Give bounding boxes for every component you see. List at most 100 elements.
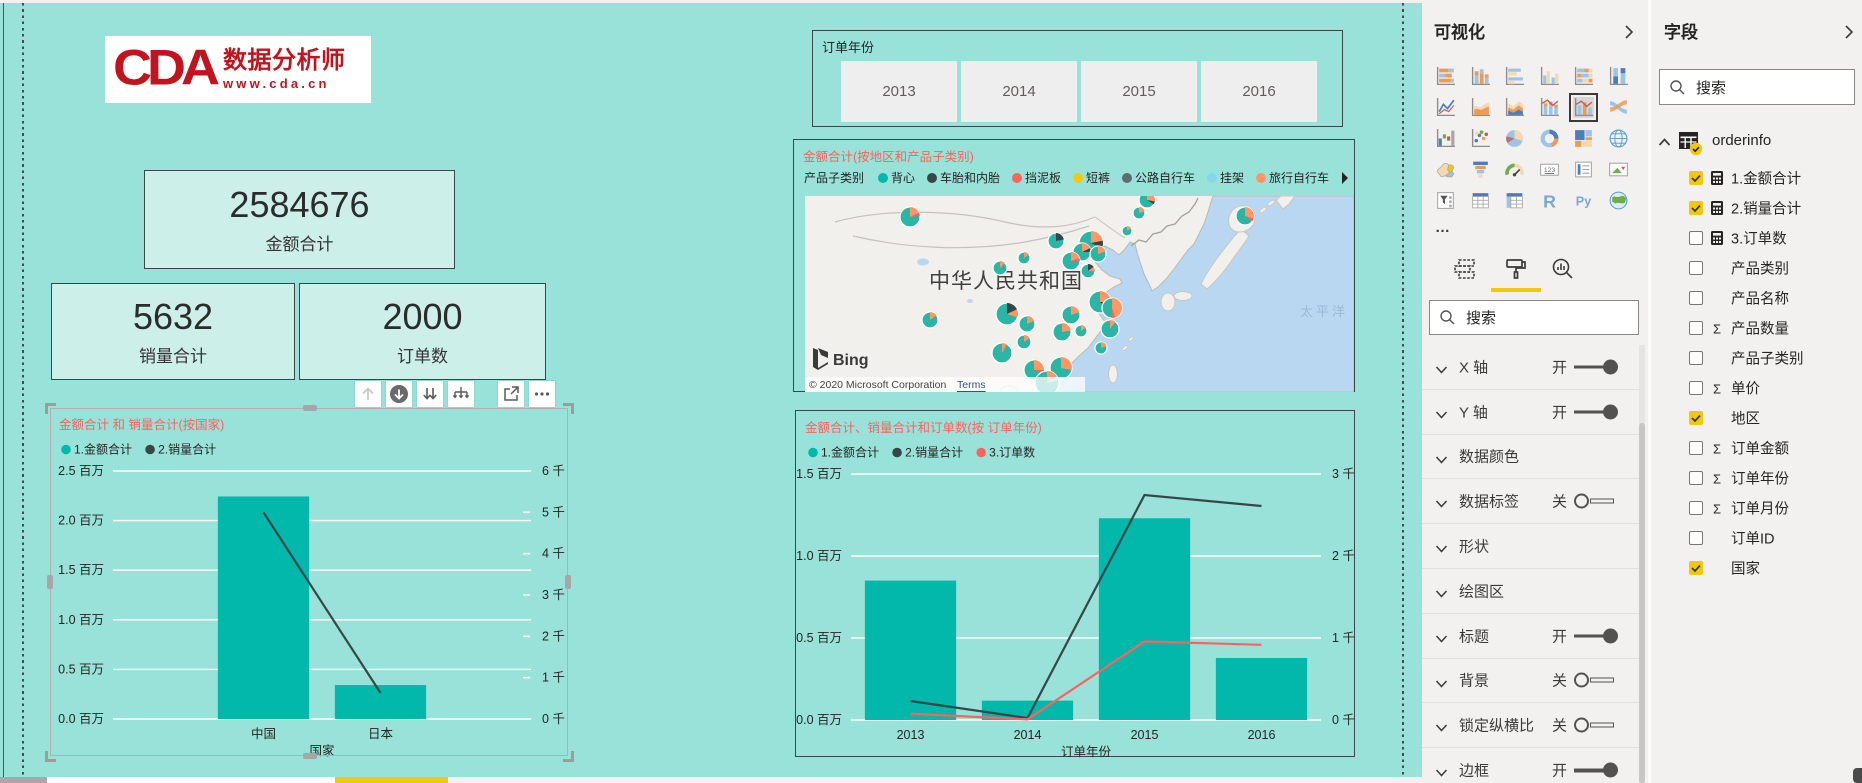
- visual-type-arcgis-map-icon[interactable]: [1608, 190, 1629, 211]
- expand-next-level-icon[interactable]: [448, 381, 474, 407]
- focus-mode-icon[interactable]: [498, 381, 524, 407]
- visual-type-area-chart-icon[interactable]: [1470, 97, 1491, 118]
- visual-type-slicer-icon[interactable]: [1435, 190, 1456, 211]
- chevron-down-icon[interactable]: [1435, 631, 1448, 649]
- field-label[interactable]: 产品数量: [1731, 321, 1789, 338]
- arrow-up-icon[interactable]: [355, 381, 381, 407]
- collapse-fields-icon[interactable]: [1843, 24, 1855, 45]
- resize-handle-bottom[interactable]: [303, 753, 317, 759]
- format-section-数据颜色[interactable]: 数据颜色: [1422, 435, 1640, 480]
- country-combo-plot[interactable]: 0.0 百万 0.5 百万 1.0 百万 1.5 百万 2.0 百万 2.5 百万 0 千 1…: [50, 408, 570, 759]
- map-legend-车胎和内胎[interactable]: 车胎和内胎: [940, 170, 1000, 185]
- resize-handle-left[interactable]: [47, 575, 53, 589]
- chevron-down-icon[interactable]: [1435, 676, 1448, 694]
- chevron-down-icon[interactable]: [1435, 720, 1448, 738]
- format-section-数据标签[interactable]: 数据标签 关: [1422, 479, 1640, 525]
- toggle-标题[interactable]: [1574, 628, 1618, 644]
- field-label[interactable]: 订单ID: [1731, 531, 1775, 548]
- pane-tab-format[interactable]: [1501, 254, 1531, 284]
- more-visuals-ellipsis[interactable]: …: [1435, 219, 1452, 236]
- visual-type-stacked-column-chart-icon[interactable]: [1470, 66, 1491, 87]
- chevron-down-icon[interactable]: [1435, 586, 1448, 604]
- more-options-icon[interactable]: [529, 381, 555, 407]
- field-label[interactable]: 2.销量合计: [1731, 201, 1802, 218]
- toggle-边框[interactable]: [1574, 762, 1618, 778]
- field-row-订单年份[interactable]: Σ 订单年份: [1651, 463, 1862, 493]
- visual-type-scatter-chart-icon[interactable]: [1470, 128, 1491, 149]
- visual-type-multi-row-card-icon[interactable]: [1573, 159, 1594, 180]
- page-tab-strip[interactable]: [0, 777, 1422, 783]
- tab-strip-active-page[interactable]: [335, 777, 448, 783]
- table-orderinfo-row[interactable]: orderinfo: [1651, 128, 1862, 156]
- field-checkbox-单价[interactable]: [1689, 381, 1703, 395]
- country-combo-legend-2.销量合计[interactable]: 2.销量合计: [158, 442, 216, 457]
- visual-type-gauge-icon[interactable]: [1504, 159, 1525, 180]
- year-combo-bar-2013[interactable]: [864, 580, 957, 720]
- map-legend-挂架[interactable]: 挂架: [1220, 171, 1244, 185]
- go-to-next-level-icon[interactable]: [417, 381, 443, 407]
- field-checkbox-1.金额合计[interactable]: [1689, 171, 1703, 185]
- slicer-option-2013[interactable]: 2013: [841, 61, 957, 122]
- field-label[interactable]: 产品名称: [1731, 291, 1789, 308]
- bing-map[interactable]: 中华人民共和国 太平洋 Bing © 2020 Microsoft Corporati…: [805, 196, 1354, 392]
- year-combo-plot[interactable]: 0.0 百万 0.5 百万 1.0 百万 1.5 百万 0 千 1 千 2 千 3 千 2013…: [796, 411, 1356, 759]
- field-checkbox-订单年份[interactable]: [1689, 471, 1703, 485]
- card-amount-total[interactable]: 2584676 金额合计: [144, 170, 455, 269]
- field-checkbox-3.订单数[interactable]: [1689, 231, 1703, 245]
- format-section-边框[interactable]: 边框 开: [1422, 748, 1640, 783]
- format-section-Y 轴[interactable]: Y 轴开: [1422, 390, 1640, 435]
- visual-type-r-script-icon[interactable]: R: [1539, 190, 1560, 212]
- format-section-背景[interactable]: 背景 关: [1422, 659, 1640, 704]
- visual-type-line-clustered-column-chart-icon[interactable]: [1569, 93, 1599, 122]
- slicer-order-year[interactable]: 订单年份 2013 2014 2015 2016: [812, 30, 1343, 127]
- format-section-形状[interactable]: 形状: [1422, 524, 1640, 569]
- visual-type-filled-map-icon[interactable]: [1435, 159, 1456, 180]
- resize-handle-right[interactable]: [565, 575, 571, 589]
- field-row-订单月份[interactable]: Σ 订单月份: [1651, 493, 1862, 523]
- visual-type-clustered-bar-chart-icon[interactable]: [1504, 66, 1525, 87]
- visual-type-stacked-bar-chart-icon[interactable]: [1435, 66, 1456, 87]
- field-checkbox-地区[interactable]: [1689, 411, 1703, 425]
- field-row-1.金额合计[interactable]: 1.金额合计: [1651, 163, 1862, 193]
- visual-type-python-script-icon[interactable]: Py: [1573, 190, 1594, 211]
- resize-handle-se[interactable]: [563, 751, 574, 762]
- format-pane-scroll-thumb[interactable]: [1639, 423, 1645, 783]
- visual-type-stacked-area-chart-icon[interactable]: [1504, 97, 1525, 118]
- country-combo-chart[interactable]: 金额合计 和 销量合计(按国家) 0.0 百万 0.5 百万 1.0 百万 1.5 百…: [45, 403, 574, 762]
- collapse-visualizations-icon[interactable]: [1623, 24, 1635, 45]
- map-legend-背心[interactable]: 背心: [891, 171, 915, 185]
- slicer-option-2015[interactable]: 2015: [1081, 61, 1197, 122]
- format-section-锁定纵横比[interactable]: 锁定纵横比关: [1422, 703, 1640, 749]
- map-visual[interactable]: 金额合计(按地区和产品子类别) 产品子类别 背心 车胎和内胎 挡泥板 短裤 公路自行车 挂架…: [793, 139, 1355, 392]
- toggle-X 轴[interactable]: [1574, 359, 1618, 375]
- country-combo-bar-日本[interactable]: [334, 685, 427, 719]
- field-label[interactable]: 产品子类别: [1731, 351, 1804, 368]
- collapse-table-icon[interactable]: [1658, 136, 1671, 149]
- visual-type-waterfall-chart-icon[interactable]: [1435, 128, 1456, 149]
- card-quantity-total[interactable]: 5632 销量合计: [51, 283, 295, 380]
- field-label[interactable]: 国家: [1731, 561, 1760, 578]
- field-row-产品类别[interactable]: 产品类别: [1651, 253, 1862, 283]
- field-checkbox-产品类别[interactable]: [1689, 261, 1703, 275]
- field-row-国家[interactable]: 国家: [1651, 553, 1862, 583]
- field-checkbox-订单月份[interactable]: [1689, 501, 1703, 515]
- toggle-锁定纵横比[interactable]: [1574, 717, 1618, 733]
- year-combo-legend-2.销量合计[interactable]: 2.销量合计: [905, 445, 963, 460]
- field-label[interactable]: 订单月份: [1731, 501, 1789, 518]
- visual-type-line-stacked-column-chart-icon[interactable]: [1539, 97, 1560, 118]
- table-orderinfo-label[interactable]: orderinfo: [1712, 132, 1772, 149]
- visual-type-donut-chart-icon[interactable]: [1539, 128, 1560, 149]
- resize-handle-nw[interactable]: [45, 403, 56, 414]
- format-section-标题[interactable]: 标题 开: [1422, 614, 1640, 659]
- field-checkbox-国家[interactable]: [1689, 561, 1703, 575]
- field-label[interactable]: 订单年份: [1731, 471, 1789, 488]
- resize-handle-ne[interactable]: [563, 403, 574, 414]
- field-row-产品数量[interactable]: Σ 产品数量: [1651, 313, 1862, 343]
- field-checkbox-2.销量合计[interactable]: [1689, 201, 1703, 215]
- field-checkbox-产品名称[interactable]: [1689, 291, 1703, 305]
- year-combo-legend-1.金额合计[interactable]: 1.金额合计: [821, 445, 879, 460]
- pane-tab-analytics[interactable]: [1548, 254, 1578, 284]
- field-label[interactable]: 单价: [1731, 381, 1760, 398]
- legend-scroll-right-icon[interactable]: [1342, 172, 1348, 184]
- field-checkbox-订单ID[interactable]: [1689, 531, 1703, 545]
